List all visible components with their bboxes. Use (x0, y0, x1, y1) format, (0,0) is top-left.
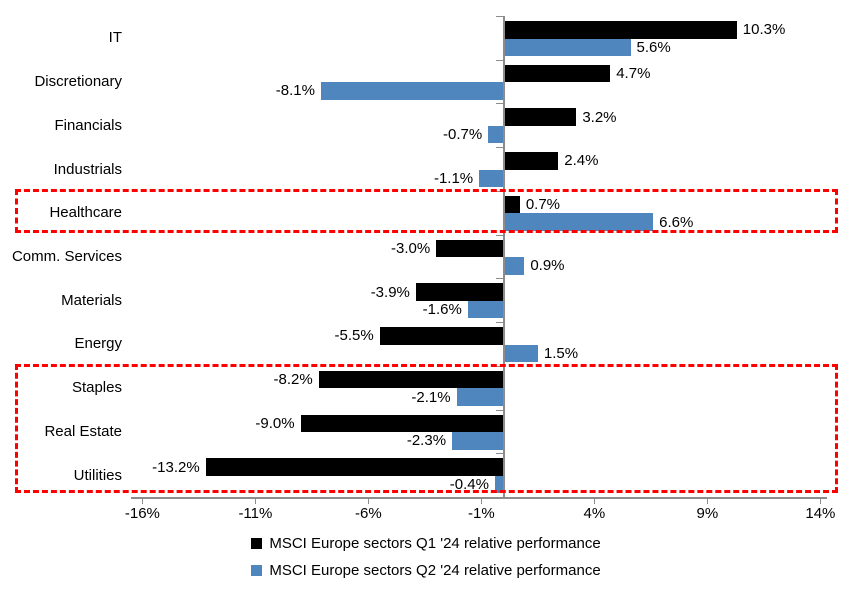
legend-label-q2: MSCI Europe sectors Q2 '24 relative perf… (269, 561, 601, 579)
q1-bar-energy (379, 327, 504, 345)
highlight-box-staples-to-utilities (15, 363, 838, 493)
legend-label-q1: MSCI Europe sectors Q1 '24 relative perf… (269, 534, 601, 552)
category-label-comm-services: Comm. Services (11, 247, 122, 265)
q2-bar-real-estate (452, 432, 504, 450)
q1-value-label-energy: -5.5% (334, 327, 374, 345)
q2-value-label-materials: -1.6% (422, 301, 462, 319)
y-axis-tick (496, 16, 503, 17)
q2-bar-staples (456, 388, 504, 406)
category-label-financials: Financials (54, 116, 122, 134)
q1-value-label-it: 10.3% (742, 21, 786, 39)
q2-bar-comm-services (504, 257, 525, 275)
q1-value-label-utilities: -13.2% (152, 458, 200, 476)
q2-bar-financials (488, 125, 504, 144)
q2-value-label-healthcare: 6.6% (659, 213, 694, 231)
x-tick-label-14: 14% (805, 505, 836, 522)
x-axis-line (131, 497, 827, 499)
q1-bar-comm-services (436, 239, 504, 258)
q1-bar-financials (504, 108, 577, 126)
q2-bar-healthcare (504, 213, 654, 231)
y-axis-line (503, 16, 505, 497)
x-tick-label-1: -1% (468, 505, 495, 522)
q2-bar-discretionary (320, 82, 504, 100)
category-label-materials: Materials (61, 291, 122, 309)
q2-value-label-financials: -0.7% (443, 126, 483, 144)
legend-item-q1: MSCI Europe sectors Q1 '24 relative perf… (251, 533, 601, 553)
category-label-it: IT (108, 29, 122, 47)
x-tick-label-6: -6% (355, 505, 382, 522)
q2-bar-industrials (479, 169, 504, 188)
q2-value-label-energy: 1.5% (543, 344, 579, 362)
y-axis-tick (496, 278, 503, 280)
category-label-discretionary: Discretionary (34, 73, 122, 91)
q2-value-label-staples: -2.1% (411, 388, 451, 406)
q1-bar-staples (318, 370, 504, 389)
q2-value-label-discretionary: -8.1% (275, 82, 315, 100)
legend-swatch-q2-icon (251, 564, 263, 576)
x-axis-tick (255, 499, 257, 504)
x-axis-tick (820, 499, 822, 504)
q1-value-label-real-estate: -9.0% (255, 414, 295, 432)
q1-value-label-financials: 3.2% (582, 108, 617, 126)
x-tick-label-4: 4% (583, 505, 606, 522)
q1-bar-discretionary (504, 64, 611, 83)
q2-bar-it (504, 38, 631, 56)
y-axis-tick (496, 409, 503, 411)
q1-value-label-materials: -3.9% (370, 283, 410, 301)
y-axis-tick (496, 322, 503, 324)
legend-swatch-q1-icon (251, 537, 263, 549)
highlight-box-healthcare (15, 188, 838, 233)
x-axis-tick (368, 499, 370, 504)
y-axis-tick (496, 59, 503, 61)
q1-value-label-comm-services: -3.0% (391, 239, 431, 257)
category-label-energy: Energy (74, 335, 122, 353)
y-axis-tick (496, 147, 503, 149)
x-tick-label-9: 9% (696, 505, 719, 522)
category-label-real-estate: Real Estate (44, 422, 122, 440)
q1-bar-industrials (504, 152, 559, 170)
q1-bar-materials (415, 283, 504, 301)
chart-legend: MSCI Europe sectors Q1 '24 relative perf… (0, 533, 852, 580)
q2-bar-materials (467, 300, 504, 319)
y-axis-tick (496, 234, 503, 236)
q1-value-label-industrials: 2.4% (564, 152, 599, 170)
q1-value-label-healthcare: 0.7% (525, 196, 561, 214)
category-label-healthcare: Healthcare (49, 204, 122, 222)
y-axis-tick (496, 103, 503, 105)
q2-value-label-comm-services: 0.9% (530, 257, 565, 275)
y-axis-tick (496, 453, 503, 455)
q2-bar-utilities (494, 475, 504, 494)
category-label-staples: Staples (71, 379, 122, 397)
x-axis-tick (594, 499, 596, 504)
x-axis-tick (142, 499, 144, 504)
q2-value-label-utilities: -0.4% (449, 476, 489, 494)
category-label-utilities: Utilities (73, 466, 122, 484)
category-label-industrials: Industrials (53, 160, 122, 178)
legend-item-q2: MSCI Europe sectors Q2 '24 relative perf… (251, 560, 601, 580)
q1-bar-real-estate (300, 414, 504, 433)
q2-value-label-it: 5.6% (636, 38, 671, 56)
q1-value-label-staples: -8.2% (273, 371, 313, 389)
q1-bar-utilities (205, 458, 504, 476)
x-tick-label-16: -16% (124, 505, 160, 522)
q2-value-label-real-estate: -2.3% (406, 432, 447, 450)
q1-value-label-discretionary: 4.7% (616, 64, 651, 82)
q1-bar-it (504, 21, 737, 39)
q2-bar-energy (504, 344, 538, 363)
x-axis-tick (481, 499, 483, 504)
x-axis-tick (707, 499, 709, 504)
q1-bar-healthcare (504, 195, 520, 214)
q2-value-label-industrials: -1.1% (433, 169, 474, 187)
x-tick-label-11: -11% (238, 505, 273, 522)
